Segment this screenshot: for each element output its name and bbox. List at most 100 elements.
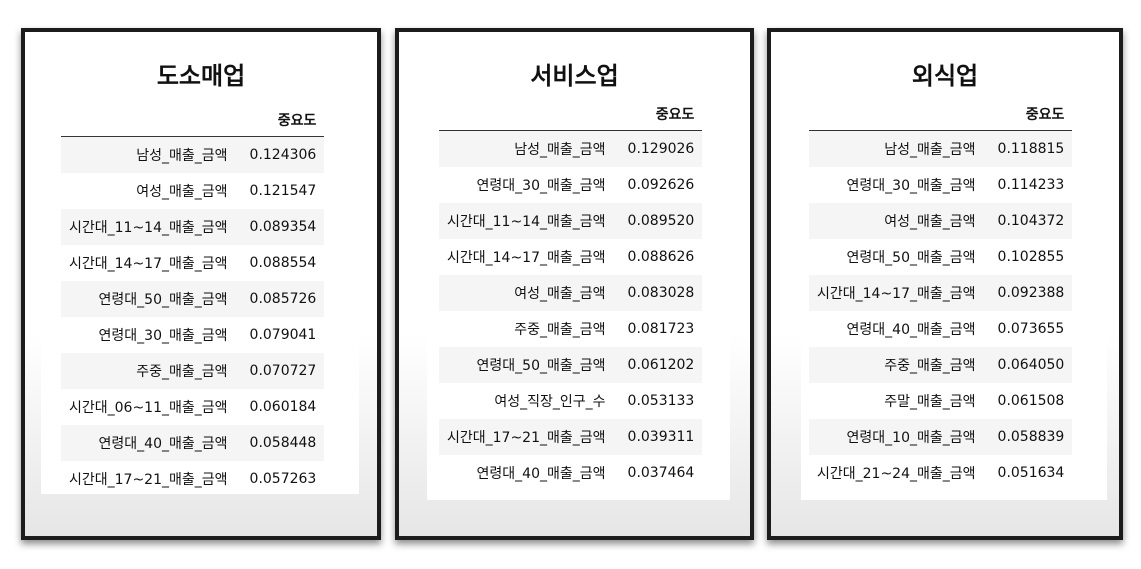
row-label: 연령대_50_매출_금액 (61, 281, 242, 317)
panel-wholesale-retail: 도소매업 중요도 남성_매출_금액 0.124306 여성_매출_금액 0.1215… (21, 28, 381, 540)
row-value: 0.057263 (249, 471, 317, 487)
row-label: 주중_매출_금액 (514, 322, 606, 338)
table-row: 시간대_11~14_매출_금액 0.089354 (61, 209, 325, 245)
table-row: 여성_매출_금액 0.104372 (809, 203, 1073, 239)
row-value: 0.081723 (627, 321, 695, 337)
table-row: 남성_매출_금액 0.118815 (809, 130, 1073, 167)
row-label: 연령대_30_매출_금액 (846, 178, 976, 194)
row-value: 0.092626 (627, 177, 695, 193)
table-row: 연령대_30_매출_금액 0.092626 (439, 167, 702, 203)
row-value: 0.051634 (997, 465, 1065, 481)
row-label: 시간대_17~21_매출_금액 (439, 419, 620, 455)
row-value: 0.064050 (989, 347, 1073, 383)
table-row: 연령대_40_매출_금액 0.058448 (61, 425, 325, 461)
panel-title: 서비스업 (530, 62, 619, 90)
row-value: 0.124306 (241, 136, 325, 173)
row-value: 0.085726 (241, 281, 325, 317)
row-value: 0.053133 (627, 393, 695, 409)
row-label: 시간대_17~21_매출_금액 (69, 472, 228, 488)
table-row: 시간대_17~21_매출_금액 0.057263 (61, 461, 324, 497)
header-blank (809, 104, 990, 131)
column-header: 중요도 (989, 104, 1073, 131)
row-label: 주말_매출_금액 (884, 394, 976, 410)
row-value: 0.073655 (997, 321, 1065, 337)
row-value: 0.037464 (627, 465, 695, 481)
row-label: 여성_매출_금액 (136, 184, 228, 200)
row-label: 연령대_50_매출_금액 (439, 347, 620, 383)
header-blank (439, 104, 620, 131)
row-label: 남성_매출_금액 (439, 130, 620, 167)
row-value: 0.114233 (997, 177, 1065, 193)
row-label: 연령대_40_매출_금액 (61, 425, 242, 461)
panel-inner (41, 32, 359, 494)
header-blank (61, 110, 242, 137)
row-value: 0.039311 (619, 419, 703, 455)
row-value: 0.088554 (249, 255, 317, 271)
table-row: 시간대_14~17_매출_금액 0.092388 (809, 275, 1073, 311)
table-row: 연령대_10_매출_금액 0.058839 (809, 419, 1073, 455)
table-row: 시간대_21~24_매출_금액 0.051634 (809, 455, 1072, 491)
row-label: 연령대_10_매출_금액 (809, 419, 990, 455)
table-row: 시간대_06~11_매출_금액 0.060184 (61, 389, 324, 425)
row-value: 0.060184 (249, 399, 317, 415)
row-value: 0.079041 (249, 327, 317, 343)
panel-title: 외식업 (911, 62, 979, 90)
table-row: 남성_매출_금액 0.129026 (439, 130, 703, 167)
importance-table: 중요도 남성_매출_금액 0.118815 연령대_30_매출_금액 0.11423… (809, 104, 1073, 491)
table-row: 시간대_14~17_매출_금액 0.088554 (61, 245, 324, 281)
importance-table: 중요도 남성_매출_금액 0.129026 연령대_30_매출_금액 0.09262… (439, 104, 703, 491)
row-label: 시간대_21~24_매출_금액 (817, 466, 976, 482)
table-row: 여성_매출_금액 0.121547 (61, 173, 324, 209)
row-label: 연령대_30_매출_금액 (476, 178, 606, 194)
row-value: 0.083028 (619, 275, 703, 311)
table-row: 시간대_14~17_매출_금액 0.088626 (439, 239, 702, 275)
table-row: 주중_매출_금액 0.064050 (809, 347, 1073, 383)
table-row: 연령대_50_매출_금액 0.085726 (61, 281, 325, 317)
table-row: 연령대_40_매출_금액 0.037464 (439, 455, 702, 491)
row-label: 시간대_14~17_매출_금액 (447, 250, 606, 266)
row-label: 남성_매출_금액 (61, 136, 242, 173)
row-label: 시간대_14~17_매출_금액 (69, 256, 228, 272)
table-row: 주중_매출_금액 0.081723 (439, 311, 702, 347)
row-label: 시간대_11~14_매출_금액 (439, 203, 620, 239)
importance-table: 중요도 남성_매출_금액 0.124306 여성_매출_금액 0.121547 시간… (61, 110, 325, 497)
row-value: 0.058448 (241, 425, 325, 461)
row-label: 남성_매출_금액 (809, 130, 990, 167)
row-label: 여성_매출_금액 (809, 203, 990, 239)
row-value: 0.129026 (619, 130, 703, 167)
row-label: 주중_매출_금액 (809, 347, 990, 383)
row-label: 연령대_40_매출_금액 (476, 466, 606, 482)
row-value: 0.088626 (627, 249, 695, 265)
table-row: 연령대_30_매출_금액 0.114233 (809, 167, 1072, 203)
row-label: 여성_매출_금액 (439, 275, 620, 311)
row-label: 주중_매출_금액 (61, 353, 242, 389)
column-header: 중요도 (619, 104, 703, 131)
row-value: 0.104372 (989, 203, 1073, 239)
row-value: 0.118815 (989, 130, 1073, 167)
row-value: 0.061508 (997, 393, 1065, 409)
table-row: 주말_매출_금액 0.061508 (809, 383, 1072, 419)
panel-food-service: 외식업 중요도 남성_매출_금액 0.118815 연령대_30_매출_금액 0.1… (767, 28, 1123, 540)
row-label: 시간대_06~11_매출_금액 (69, 400, 228, 416)
table-row: 연령대_50_매출_금액 0.102855 (809, 239, 1072, 275)
row-value: 0.070727 (241, 353, 325, 389)
row-label: 시간대_11~14_매출_금액 (61, 209, 242, 245)
table-row: 연령대_30_매출_금액 0.079041 (61, 317, 324, 353)
row-value: 0.058839 (989, 419, 1073, 455)
table-row: 시간대_17~21_매출_금액 0.039311 (439, 419, 703, 455)
row-label: 시간대_14~17_매출_금액 (809, 275, 990, 311)
row-value: 0.089354 (241, 209, 325, 245)
row-label: 연령대_40_매출_금액 (846, 322, 976, 338)
table-row: 남성_매출_금액 0.124306 (61, 136, 325, 173)
column-header: 중요도 (241, 110, 325, 137)
panel-title: 도소매업 (156, 62, 246, 90)
table-row: 주중_매출_금액 0.070727 (61, 353, 325, 389)
row-label: 연령대_30_매출_금액 (98, 328, 228, 344)
row-value: 0.061202 (619, 347, 703, 383)
row-value: 0.092388 (989, 275, 1073, 311)
row-value: 0.089520 (619, 203, 703, 239)
panel-service: 서비스업 중요도 남성_매출_금액 0.129026 연령대_30_매출_금액 0.… (395, 28, 754, 540)
row-value: 0.102855 (997, 249, 1065, 265)
table-row: 여성_매출_금액 0.083028 (439, 275, 703, 311)
row-value: 0.121547 (249, 183, 317, 199)
